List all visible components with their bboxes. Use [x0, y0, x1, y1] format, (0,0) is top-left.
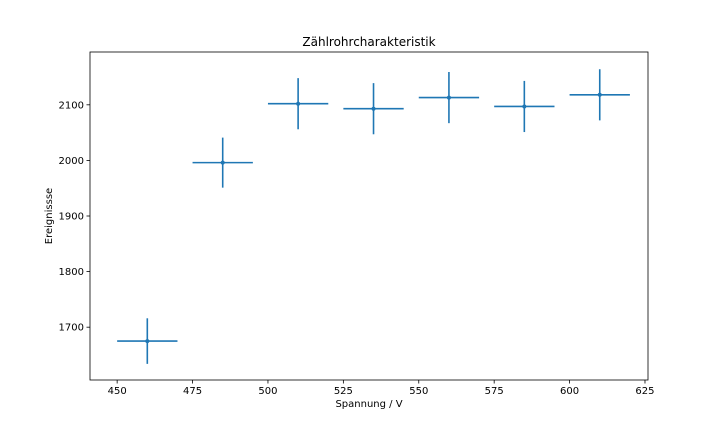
- y-axis-label: Ereignissse: [44, 188, 55, 244]
- data-point-group: [494, 80, 555, 133]
- x-axis-ticks: 450 475 500 525 550 575 600 625: [108, 380, 655, 397]
- x-tick-label: 575: [485, 386, 504, 397]
- data-point-group: [343, 83, 404, 135]
- x-tick-label: 525: [334, 386, 353, 397]
- data-point: [296, 101, 301, 106]
- chart-title: Zählrohrcharakteristik: [302, 35, 435, 49]
- y-tick-label: 1700: [59, 323, 84, 334]
- y-tick-label: 1800: [59, 267, 84, 278]
- data-point-group: [569, 69, 630, 121]
- data-point-group: [418, 72, 480, 124]
- y-tick-label: 2100: [59, 100, 84, 111]
- x-tick-label: 550: [409, 386, 428, 397]
- data-point: [145, 339, 150, 344]
- y-axis-ticks: 1700 1800 1900 2000 2100: [59, 100, 90, 334]
- data-point: [522, 104, 527, 109]
- data-point: [597, 92, 602, 97]
- data-point-group: [267, 78, 329, 130]
- x-tick-label: 475: [183, 386, 202, 397]
- data-marks: [117, 69, 630, 364]
- x-tick-label: 500: [258, 386, 277, 397]
- x-tick-label: 625: [635, 386, 654, 397]
- y-tick-label: 1900: [59, 212, 84, 223]
- data-point-group: [192, 137, 253, 188]
- data-point: [371, 106, 376, 111]
- data-point: [220, 160, 225, 165]
- data-point: [446, 95, 451, 100]
- y-tick-label: 2000: [59, 156, 84, 167]
- data-point-group: [117, 318, 178, 364]
- x-tick-label: 600: [560, 386, 579, 397]
- x-tick-label: 450: [108, 386, 127, 397]
- x-axis-label: Spannung / V: [335, 399, 402, 410]
